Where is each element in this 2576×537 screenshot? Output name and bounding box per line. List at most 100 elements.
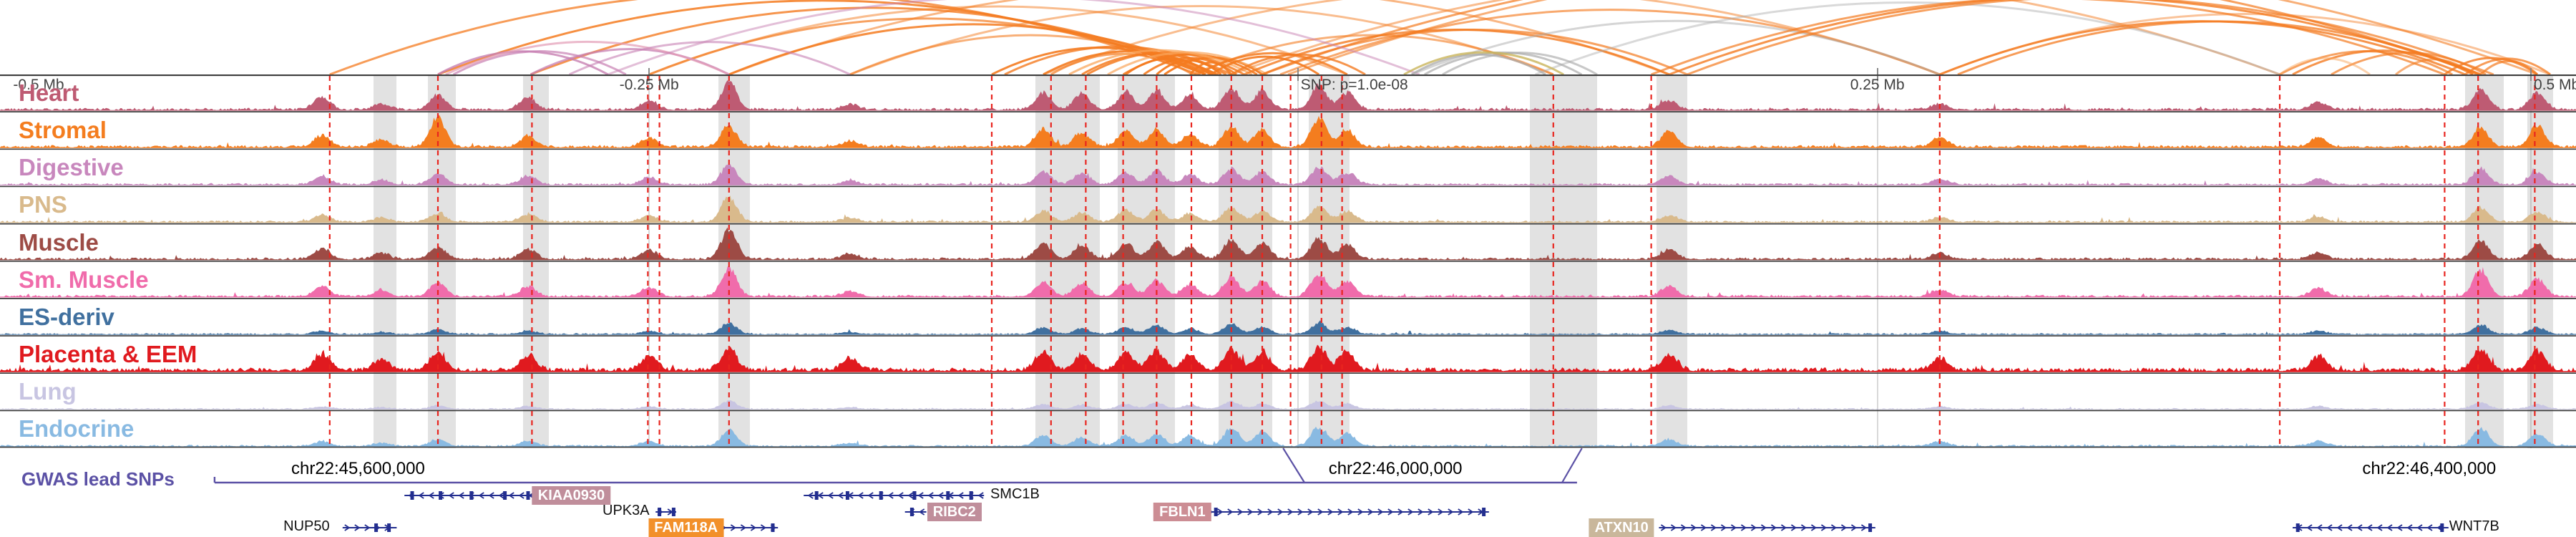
signal-lung [0,400,2576,410]
ruler-label: 0.5 Mb [2534,77,2576,93]
gene-strand-arrow-icon [1247,508,1254,516]
gene-strand-arrow-icon [1850,524,1858,531]
gene-strand-arrow-icon [354,524,361,531]
gene-exon-smc1b [946,491,950,500]
gene-strand-arrow-icon [1397,508,1404,516]
gene-strand-arrow-icon [867,492,874,499]
gene-strand-arrow-icon [1760,524,1767,531]
interaction-arc [1403,51,1564,74]
gene-exon-fbln1 [1482,508,1486,516]
gene-strand-arrow-icon [2316,524,2323,531]
coordinate-label: chr22:46,400,000 [2362,459,2497,478]
gene-upk3a: UPK3A [602,503,650,518]
gene-strand-arrow-icon [2386,524,2393,531]
gene-strand-arrow-icon [448,492,454,499]
track-label-heart: Heart [19,79,79,106]
signal-digestive [0,163,2576,185]
gene-strand-arrow-icon [1700,524,1707,531]
gene-exon-kiaa0930 [526,491,530,500]
track-label-lung: Lung [19,378,77,405]
signal-muscle [0,227,2576,261]
gene-strand-arrow-icon [1367,508,1374,516]
ruler-label: SNP: p=1.0e-08 [1300,77,1408,93]
dashed-line-layer [328,76,2536,448]
gene-strand-arrow-icon [1830,524,1838,531]
interaction-arc [1957,20,2482,74]
track-label-placenta-eem: Placenta & EEM [19,341,197,368]
gene-strand-arrow-icon [1428,508,1434,516]
interaction-arc [568,41,851,74]
gene-exon-upk3a [671,508,675,516]
gene-strand-arrow-icon [1720,524,1727,531]
gwas-snp-connector [1282,448,1305,483]
track-label-stromal: Stromal [19,117,107,144]
gene-strand-arrow-icon [937,492,944,499]
gene-exon-smc1b [845,491,849,500]
gene-exon-smc1b [912,491,917,500]
gene-strand-arrow-icon [1800,524,1807,531]
interaction-arc [1122,53,1258,74]
gene-strand-arrow-icon [1840,524,1848,531]
gene-strand-arrow-icon [817,492,824,499]
signal-sm-muscle [0,266,2576,298]
gene-strand-arrow-icon [1458,508,1464,516]
gene-strand-arrow-icon [1287,508,1294,516]
gene-strand-arrow-icon [1660,524,1667,531]
gene-strand-arrow-icon [977,492,984,499]
gene-strand-arrow-icon [887,492,894,499]
gene-exon-ribc2 [909,508,914,516]
gene-strand-arrow-icon [508,492,514,499]
gene-strand-arrow-icon [1790,524,1797,531]
interaction-arc [1651,0,2445,74]
gene-strand-arrow-icon [919,508,925,516]
gene-strand-arrow-icon [1740,524,1747,531]
gene-strand-arrow-icon [907,492,914,499]
coordinate-label: chr22:46,000,000 [1328,459,1463,478]
interaction-arc [445,40,730,74]
gene-exon-smc1b [879,491,883,500]
gene-strand-arrow-icon [2396,524,2403,531]
gene-strand-arrow-icon [1307,508,1314,516]
gene-strand-arrow-icon [1780,524,1787,531]
gene-strand-arrow-icon [1297,508,1304,516]
gene-strand-arrow-icon [1327,508,1334,516]
gene-strand-arrow-icon [730,524,737,531]
gene-exon-wnt7b [2440,523,2444,532]
gene-exon-fbln1 [1214,508,1218,516]
gene-strand-arrow-icon [827,492,834,499]
gene-exon-smc1b [969,491,973,500]
gene-strand-arrow-icon [897,492,904,499]
gene-strand-arrow-icon [1438,508,1444,516]
gene-strand-arrow-icon [2346,524,2353,531]
gene-exon-kiaa0930 [469,491,474,500]
gene-strand-arrow-icon [1387,508,1394,516]
gene-strand-arrow-icon [1257,508,1264,516]
gene-exon-atxn10 [1868,523,1873,532]
gene-ribc2: RIBC2 [927,503,982,521]
gwas-snp-connector [1561,448,1583,483]
gene-strand-arrow-icon [1448,508,1454,516]
ruler-label: -0.25 Mb [619,77,679,93]
gene-exon-kiaa0930 [503,491,507,500]
interaction-arc [1287,0,2538,74]
gene-strand-arrow-icon [2376,524,2383,531]
gene-strand-arrow-icon [1407,508,1414,516]
signal-endocrine [0,426,2576,447]
interaction-arc [1442,52,1598,74]
gene-wnt7b: WNT7B [2449,518,2499,534]
track-label-pns: PNS [19,191,67,218]
signal-stromal [0,115,2576,148]
gene-strand-arrow-icon [1670,524,1677,531]
gwas-lead-snps-label: GWAS lead SNPs [21,468,175,490]
gene-strand-arrow-icon [857,492,864,499]
gene-strand-arrow-icon [458,492,464,499]
gene-fbln1: FBLN1 [1153,503,1211,521]
signal-layer [0,74,2576,448]
gene-exon-wnt7b [2296,523,2300,532]
gene-strand-arrow-icon [2336,524,2343,531]
interaction-arc [1189,61,1232,74]
gene-fam118a: FAM118A [648,518,724,537]
gene-strand-arrow-icon [1860,524,1868,531]
